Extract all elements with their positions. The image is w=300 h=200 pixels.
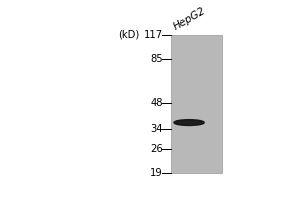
Bar <box>171 35 222 173</box>
Text: (kD): (kD) <box>118 29 140 39</box>
Text: HepG2: HepG2 <box>172 6 208 32</box>
Text: 19-: 19- <box>150 168 167 178</box>
Text: 85-: 85- <box>150 54 167 64</box>
Text: 26-: 26- <box>150 144 167 154</box>
Ellipse shape <box>174 120 204 125</box>
Text: 48-: 48- <box>150 98 167 108</box>
Text: 34-: 34- <box>150 124 167 134</box>
Text: 117-: 117- <box>144 30 166 40</box>
